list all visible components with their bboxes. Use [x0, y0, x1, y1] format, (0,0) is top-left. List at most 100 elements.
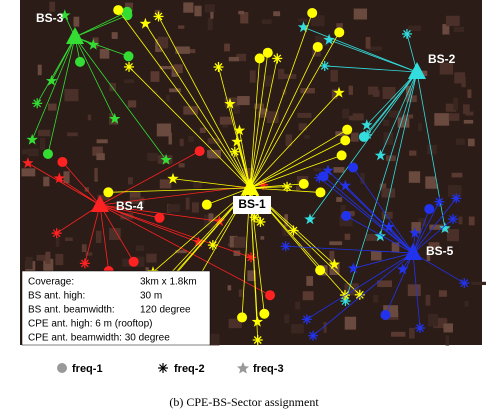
cpe: [32, 98, 42, 108]
building: [22, 168, 36, 176]
building: [454, 27, 464, 32]
building: [384, 132, 393, 145]
building: [291, 324, 304, 333]
building: [22, 149, 37, 154]
cpe: [342, 125, 352, 135]
building: [464, 120, 473, 124]
building: [205, 4, 215, 12]
building: [304, 247, 311, 254]
cpe: [424, 204, 434, 214]
building: [439, 319, 448, 322]
building: [404, 114, 413, 118]
building: [284, 314, 289, 323]
cpe: [259, 309, 269, 319]
building: [408, 284, 421, 296]
station-label: BS-4: [116, 199, 144, 213]
building: [391, 332, 405, 337]
building: [147, 153, 158, 161]
building: [304, 135, 309, 139]
building: [446, 335, 449, 345]
info-label: Coverage:: [28, 277, 74, 288]
cpe: [237, 312, 247, 322]
building: [64, 89, 78, 101]
station-label: BS-5: [426, 244, 454, 258]
building: [345, 317, 356, 330]
building: [174, 64, 183, 73]
building: [334, 167, 345, 173]
building: [234, 237, 246, 248]
building: [210, 334, 220, 346]
legend-label: freq-2: [174, 363, 205, 375]
cpe: [320, 61, 330, 71]
building: [228, 285, 232, 290]
cpe: [103, 187, 113, 197]
building: [382, 212, 393, 219]
building: [239, 289, 243, 296]
cpe: [434, 197, 444, 207]
cpe: [113, 5, 123, 15]
cpe: [313, 42, 323, 52]
cpe: [308, 331, 318, 341]
building: [166, 95, 170, 102]
building: [38, 130, 50, 137]
building: [220, 117, 233, 125]
building: [192, 202, 199, 212]
cpe: [334, 27, 344, 37]
building: [345, 234, 351, 240]
building: [461, 77, 465, 87]
building: [224, 44, 230, 52]
building: [353, 113, 364, 120]
legend-marker: [237, 362, 249, 374]
building: [273, 11, 280, 16]
building: [458, 217, 462, 225]
legend-marker: [57, 363, 67, 373]
building: [469, 217, 475, 226]
cpe: [448, 214, 458, 224]
building: [373, 90, 380, 97]
building: [38, 65, 42, 75]
caption: (b) CPE-BS-Sector assignment: [169, 395, 319, 409]
building: [169, 133, 172, 145]
building: [463, 104, 470, 114]
building: [382, 188, 395, 197]
cpe: [451, 193, 461, 203]
cpe: [281, 241, 291, 251]
cpe: [124, 51, 134, 61]
building: [465, 301, 469, 307]
building: [306, 276, 313, 286]
building: [168, 204, 180, 212]
cpe: [359, 132, 369, 142]
cpe: [122, 7, 132, 17]
building: [443, 323, 452, 332]
cpe: [75, 57, 85, 67]
building: [151, 71, 160, 82]
cpe: [43, 149, 53, 159]
building: [471, 282, 486, 285]
cpe: [272, 53, 282, 63]
building: [456, 139, 465, 145]
building: [55, 254, 63, 265]
building: [124, 79, 134, 83]
cpe: [255, 217, 265, 227]
building: [186, 198, 190, 210]
building: [349, 86, 353, 95]
building: [128, 100, 136, 107]
cpe: [302, 314, 312, 324]
cpe: [52, 228, 62, 238]
building: [237, 96, 250, 105]
building: [73, 17, 79, 27]
info-value: 120 degree: [140, 305, 191, 316]
building: [96, 231, 102, 243]
building: [97, 139, 108, 143]
building: [430, 319, 438, 323]
cpe: [263, 48, 273, 58]
cpe: [124, 62, 134, 72]
building: [427, 145, 437, 154]
cpe: [355, 290, 365, 300]
info-value: 3km x 1.8km: [140, 277, 197, 288]
cpe: [195, 146, 205, 156]
building: [88, 115, 91, 121]
building: [426, 295, 431, 306]
cpe: [154, 11, 164, 21]
building: [409, 328, 415, 339]
